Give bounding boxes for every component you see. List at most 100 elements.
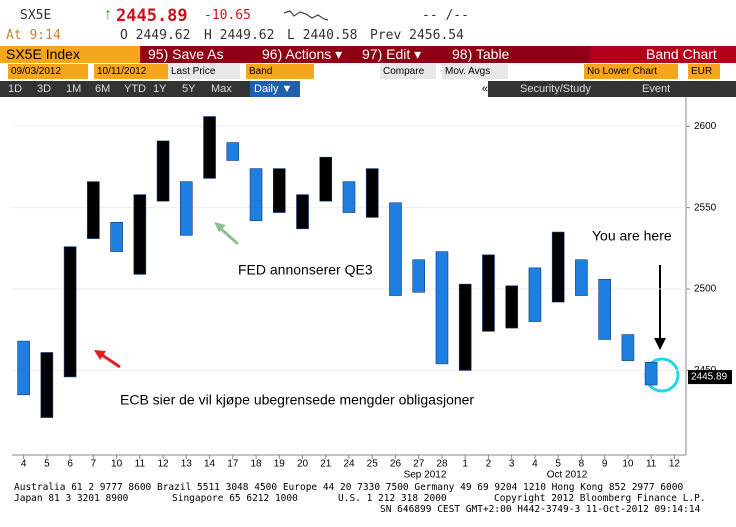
start-date[interactable]: 09/03/2012: [8, 64, 88, 79]
x-tick-label: 24: [343, 459, 355, 470]
period-button[interactable]: YTD: [124, 83, 146, 95]
x-tick-label: 4: [21, 459, 27, 470]
x-tick-label: 26: [390, 459, 402, 470]
footer: SN 646899 CEST GMT+2:00 H442-3749-3 11-O…: [380, 504, 701, 515]
end-date[interactable]: 10/11/2012: [94, 64, 170, 79]
collapse[interactable]: «: [300, 81, 488, 97]
x-tick-label: 14: [204, 459, 216, 470]
band-bar: [342, 181, 356, 213]
period-button[interactable]: 3D: [37, 83, 52, 95]
band-bar: [180, 181, 193, 236]
band-bar: [110, 222, 123, 252]
event[interactable]: Event: [642, 83, 671, 95]
x-tick-label: 27: [413, 459, 425, 470]
period-label: Oct 2012: [547, 470, 588, 481]
up-arrow: ↑: [104, 6, 112, 23]
x-tick-label: 1: [462, 459, 468, 470]
currency[interactable]: EUR: [688, 64, 720, 79]
ticker: SX5E: [20, 8, 52, 23]
x-tick-label: 25: [367, 459, 379, 470]
study[interactable]: Security/Study: [520, 83, 591, 95]
band-bar: [551, 231, 565, 303]
compare[interactable]: Compare: [380, 64, 436, 79]
footer: Japan 81 3 3201 8900: [14, 493, 129, 504]
actions[interactable]: 96) Actions ▾: [256, 46, 364, 63]
x-tick-label: 21: [320, 459, 332, 470]
lower[interactable]: No Lower Chart: [584, 64, 678, 79]
band-bar: [296, 194, 309, 230]
period-button[interactable]: 1M: [66, 83, 82, 95]
last-price-label: 2445.89: [691, 372, 728, 383]
last: 2445.89: [116, 6, 188, 26]
x-tick-label: 2: [486, 459, 492, 470]
x-tick-label: 12: [158, 459, 170, 470]
band-bar: [365, 168, 379, 218]
y-tick-label: 2600: [694, 121, 717, 132]
x-tick-label: 10: [622, 459, 634, 470]
prev: Prev 2456.54: [370, 28, 464, 43]
sparkline: [283, 10, 329, 21]
footer: Singapore 65 6212 1000: [172, 493, 298, 504]
arrows: [94, 222, 680, 393]
x-tick-label: 20: [297, 459, 309, 470]
high: H 2449.62: [204, 28, 275, 43]
band-bar: [133, 194, 147, 275]
edit[interactable]: 97) Edit ▾: [356, 46, 454, 63]
x-tick-label: 11: [646, 459, 657, 470]
band-bar: [644, 361, 658, 386]
x-tick-label: 3: [509, 459, 515, 470]
at: At 9:14: [6, 28, 61, 43]
averages[interactable]: Mov. Avgs: [442, 64, 508, 79]
band-bar: [412, 259, 426, 293]
frequency[interactable]: Daily ▼: [250, 81, 302, 97]
y-tick-label: 2500: [694, 284, 717, 295]
time-pair: -- /--: [422, 8, 469, 23]
x-tick-label: 10: [111, 459, 123, 470]
x-tick-label: 5: [44, 459, 50, 470]
band-bar: [319, 156, 333, 202]
security[interactable]: SX5E Index: [0, 46, 140, 63]
band-bar: [203, 116, 216, 179]
period-label: Sep 2012: [404, 470, 447, 481]
open: O 2449.62: [120, 28, 191, 43]
footer: Australia 61 2 9777 8600 Brazil 5511 304…: [14, 482, 684, 493]
annotation: ECB sier de vil kjøpe ubegrensede mengde…: [120, 392, 474, 408]
low: L 2440.58: [287, 28, 358, 43]
x-tick-label: 7: [91, 459, 97, 470]
x-tick-label: 19: [274, 459, 286, 470]
x-tick-label: 11: [135, 459, 146, 470]
band-bar: [575, 259, 588, 296]
band-bar: [528, 267, 542, 322]
x-tick-label: 13: [181, 459, 193, 470]
band-bar: [458, 283, 472, 371]
save[interactable]: 95) Save As: [142, 46, 264, 63]
style[interactable]: Band: [246, 64, 314, 79]
band-bar: [156, 140, 170, 202]
x-tick-label: 4: [532, 459, 538, 470]
period-button[interactable]: 5Y: [182, 83, 196, 95]
band-bar: [63, 246, 77, 378]
x-tick-label: 28: [436, 459, 448, 470]
band-bar: [249, 168, 263, 221]
band-bar: [17, 340, 30, 396]
x-tick-label: 5: [555, 459, 561, 470]
band-bar: [435, 251, 449, 365]
band-bar: [40, 352, 54, 418]
change: -10.65: [204, 8, 251, 23]
band-bar: [482, 254, 495, 332]
x-tick-label: 12: [669, 459, 681, 470]
x-tick-label: 17: [227, 459, 239, 470]
field[interactable]: Last Price: [168, 64, 240, 79]
y-tick-label: 2550: [694, 202, 717, 213]
table[interactable]: 98) Table: [446, 46, 590, 63]
band-bar: [87, 181, 100, 239]
period-button[interactable]: Max: [211, 83, 232, 95]
period-button[interactable]: 1Y: [153, 83, 167, 95]
period-button[interactable]: 1D: [8, 83, 23, 95]
band-bar: [272, 168, 286, 213]
annotation: You are here: [592, 228, 672, 244]
band-bar: [505, 285, 518, 329]
period-button[interactable]: 6M: [95, 83, 111, 95]
